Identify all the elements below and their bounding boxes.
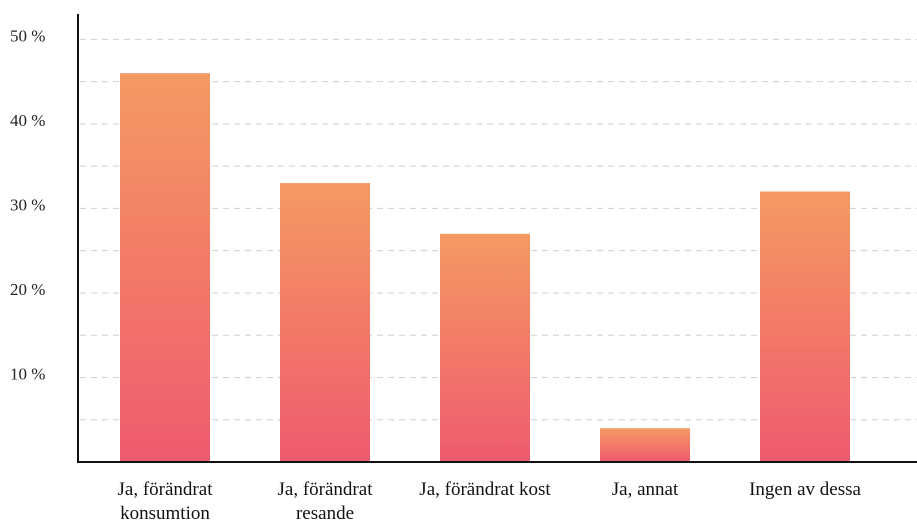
bar (120, 73, 210, 463)
y-tick-label: 20 % (10, 280, 45, 299)
x-tick-label: Ja, annat (611, 479, 679, 500)
x-tick-label: Ja, förändrat konsumtion (117, 479, 213, 524)
bar (600, 428, 690, 462)
bar (760, 191, 850, 462)
y-tick-label: 40 % (10, 111, 45, 130)
y-tick-label: 50 % (10, 26, 45, 45)
x-tick-label: Ja, förändrat resande (277, 479, 373, 524)
y-tick-label: 10 % (10, 364, 45, 383)
y-tick-label: 30 % (10, 195, 45, 214)
bar (440, 233, 530, 462)
x-tick-label: Ja, förändrat kost (419, 479, 551, 500)
x-tick-label: Ingen av dessa (749, 479, 861, 500)
bar (280, 183, 370, 462)
